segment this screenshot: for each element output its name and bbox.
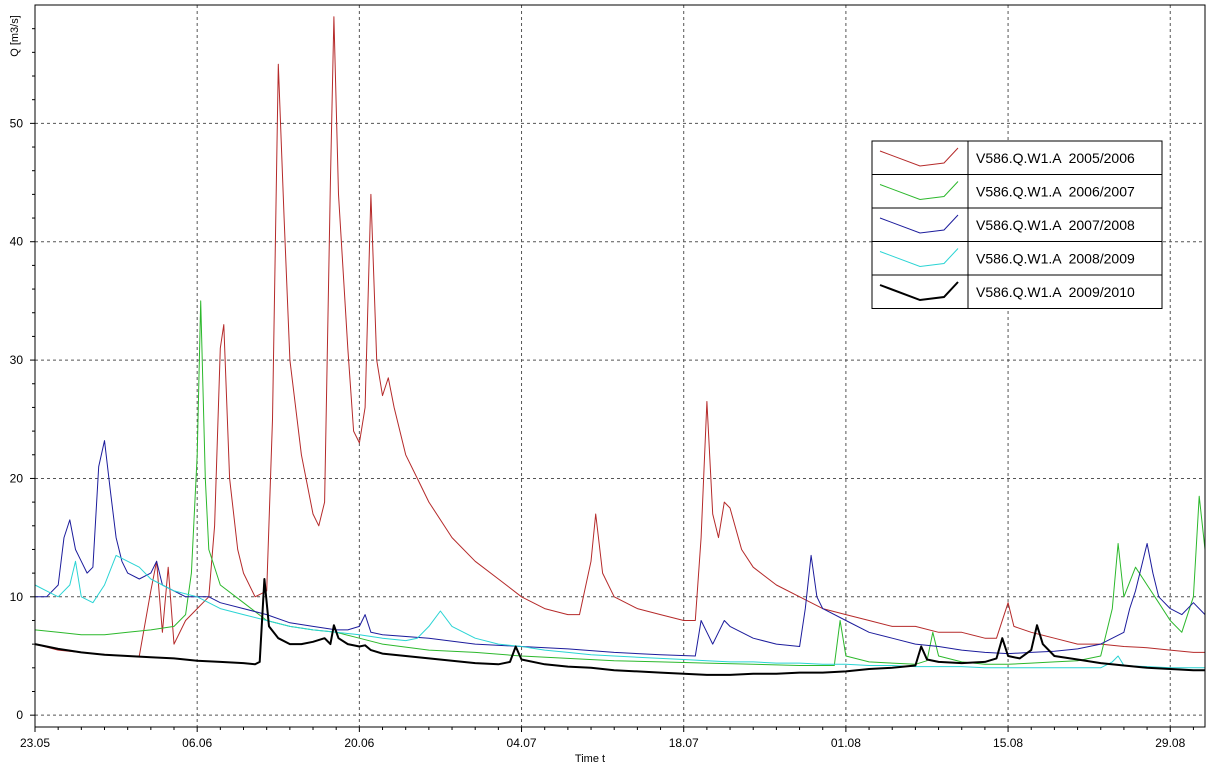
legend-box bbox=[871, 140, 1163, 309]
series-line-4 bbox=[34, 578, 1205, 676]
x-tick-label: 15.08 bbox=[993, 736, 1023, 750]
y-tick-label: 30 bbox=[10, 353, 24, 367]
legend-label-3: V586.Q.W1.A 2008/2009 bbox=[976, 251, 1135, 267]
legend-swatch-0 bbox=[879, 147, 959, 167]
x-axis-label: Time t bbox=[575, 753, 605, 765]
legend-swatch-4 bbox=[879, 281, 959, 302]
x-tick-label: 01.08 bbox=[831, 736, 861, 750]
y-tick-label: 0 bbox=[16, 708, 23, 722]
series-line-3 bbox=[34, 554, 1205, 669]
y-tick-label: 20 bbox=[10, 471, 24, 485]
legend-swatch-1 bbox=[879, 181, 959, 201]
legend-label-1: V586.Q.W1.A 2006/2007 bbox=[976, 184, 1135, 200]
plot-frame bbox=[34, 4, 1206, 728]
x-tick-label: 20.06 bbox=[344, 736, 374, 750]
x-tick-label: 18.07 bbox=[669, 736, 699, 750]
y-tick-label: 40 bbox=[10, 235, 24, 249]
series-line-2 bbox=[35, 440, 1206, 657]
x-tick-label: 06.06 bbox=[182, 736, 212, 750]
legend-swatch-3 bbox=[879, 248, 959, 268]
legend-label-0: V586.Q.W1.A 2005/2006 bbox=[976, 150, 1135, 166]
legend-swatch-2 bbox=[879, 214, 959, 234]
y-tick-label: 50 bbox=[10, 116, 24, 130]
legend-label-4: V586.Q.W1.A 2009/2010 bbox=[976, 284, 1135, 300]
legend-label-2: V586.Q.W1.A 2007/2008 bbox=[976, 217, 1135, 233]
x-tick-label: 29.08 bbox=[1155, 736, 1185, 750]
y-tick-label: 10 bbox=[10, 590, 24, 604]
y-axis-label: Q [m3/s] bbox=[9, 15, 21, 57]
series-line-1 bbox=[34, 300, 1206, 666]
x-tick-label: 04.07 bbox=[507, 736, 537, 750]
x-tick-label: 23.05 bbox=[20, 736, 50, 750]
series-line-0 bbox=[34, 16, 1205, 657]
